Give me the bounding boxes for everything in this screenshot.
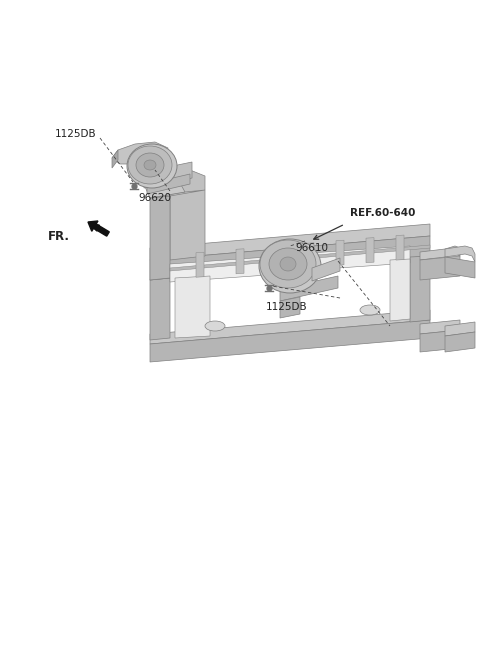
Polygon shape — [150, 310, 430, 344]
Polygon shape — [112, 150, 118, 168]
Polygon shape — [336, 240, 344, 265]
Polygon shape — [142, 174, 185, 198]
Polygon shape — [144, 162, 192, 188]
Polygon shape — [310, 246, 410, 270]
Ellipse shape — [144, 160, 156, 170]
Polygon shape — [170, 168, 205, 260]
Polygon shape — [150, 196, 170, 280]
Ellipse shape — [360, 305, 380, 315]
Polygon shape — [445, 246, 475, 262]
Polygon shape — [280, 276, 338, 301]
Text: FR.: FR. — [48, 230, 70, 243]
Ellipse shape — [260, 240, 316, 288]
Polygon shape — [445, 257, 475, 278]
Polygon shape — [236, 249, 244, 274]
Polygon shape — [366, 237, 374, 262]
Ellipse shape — [128, 146, 172, 184]
Text: 96610: 96610 — [295, 243, 328, 253]
Ellipse shape — [269, 248, 307, 280]
Polygon shape — [410, 256, 430, 322]
Polygon shape — [130, 158, 175, 180]
FancyArrow shape — [88, 221, 109, 236]
Polygon shape — [390, 259, 410, 321]
Polygon shape — [150, 236, 430, 280]
Polygon shape — [150, 274, 175, 280]
Polygon shape — [420, 256, 460, 280]
Polygon shape — [420, 246, 460, 260]
Polygon shape — [155, 166, 188, 182]
Polygon shape — [112, 142, 168, 164]
Polygon shape — [170, 245, 430, 271]
Polygon shape — [150, 278, 170, 340]
Text: 1125DB: 1125DB — [55, 129, 96, 139]
Polygon shape — [396, 235, 404, 260]
Polygon shape — [306, 243, 314, 268]
Polygon shape — [280, 297, 300, 318]
Ellipse shape — [280, 257, 296, 271]
Ellipse shape — [127, 144, 177, 188]
Polygon shape — [420, 320, 460, 334]
Polygon shape — [445, 332, 475, 352]
Text: 96620: 96620 — [138, 193, 171, 203]
Polygon shape — [276, 245, 284, 270]
Polygon shape — [445, 322, 475, 336]
Ellipse shape — [259, 239, 321, 293]
Ellipse shape — [136, 153, 164, 177]
Polygon shape — [150, 224, 430, 260]
Text: REF.60-640: REF.60-640 — [350, 208, 415, 218]
Text: 1125DB: 1125DB — [266, 302, 308, 312]
Polygon shape — [312, 258, 340, 281]
Polygon shape — [150, 190, 205, 198]
Polygon shape — [196, 252, 204, 277]
Polygon shape — [420, 330, 460, 352]
Polygon shape — [175, 276, 210, 338]
Polygon shape — [150, 320, 430, 362]
Polygon shape — [147, 174, 190, 194]
Polygon shape — [170, 255, 295, 282]
Ellipse shape — [205, 321, 225, 331]
